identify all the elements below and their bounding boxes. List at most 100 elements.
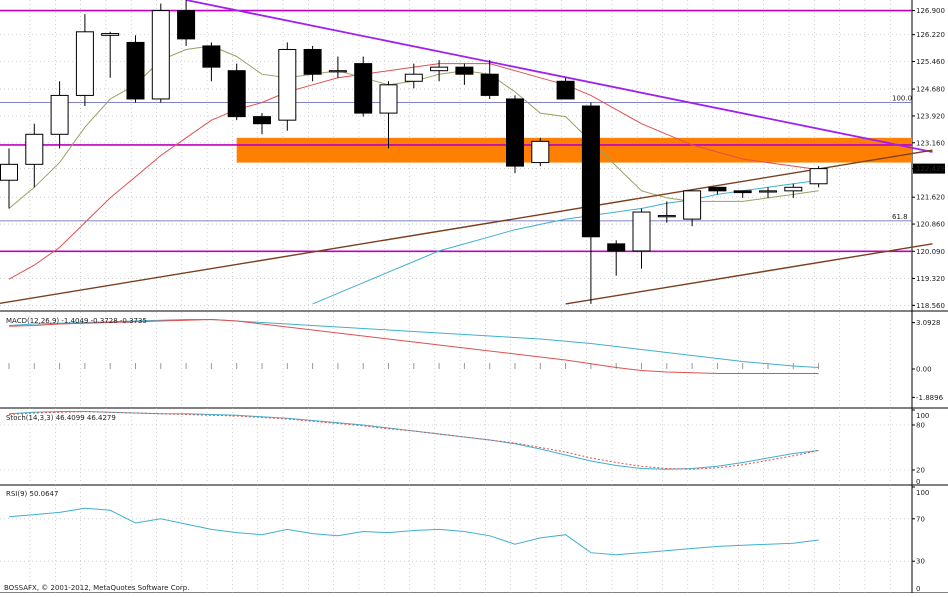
stoch-tick-label: 100 <box>916 412 929 420</box>
candle-body-bear <box>581 105 600 238</box>
candle-body-bear <box>480 73 499 96</box>
ascending-trendline[interactable] <box>565 243 933 305</box>
price-tick-label: 123.160 <box>916 139 945 147</box>
candle-body-bull <box>784 186 803 192</box>
candle-body-bull <box>430 66 449 72</box>
candle[interactable] <box>759 187 777 198</box>
candle-body-bear <box>126 41 145 100</box>
candle-body-bull <box>101 33 120 36</box>
candle-body-bull <box>25 133 44 165</box>
candle[interactable] <box>430 60 449 82</box>
candle-body-bear <box>227 70 246 118</box>
price-axis: 126.900 126.220 125.460 124.680 123.920 123.1… <box>912 7 945 594</box>
candle-body-bull <box>759 190 777 193</box>
candle-body-bull <box>404 73 423 82</box>
candle[interactable] <box>151 3 170 103</box>
candle[interactable] <box>657 201 676 223</box>
macd-signal-line <box>8 318 819 374</box>
candle-body-bear <box>177 10 196 40</box>
candle[interactable] <box>75 14 94 107</box>
candle-body-bull <box>632 211 651 252</box>
macd-panel[interactable] <box>8 318 820 374</box>
candle[interactable] <box>506 95 524 174</box>
macd-tick-label: 3.0928 <box>916 319 941 327</box>
candle[interactable] <box>0 148 18 209</box>
candle[interactable] <box>581 102 600 304</box>
candle[interactable] <box>455 63 474 85</box>
candle[interactable] <box>531 137 550 167</box>
macd-tick-label: 0.00 <box>916 366 932 374</box>
rsi-tick-label: 0 <box>916 585 920 593</box>
candle-body-bear <box>455 66 474 75</box>
candle[interactable] <box>227 63 246 121</box>
candle[interactable] <box>101 31 120 78</box>
candle-body-bull <box>379 84 398 114</box>
price-tick-label: 124.680 <box>916 86 945 94</box>
candle[interactable] <box>303 45 322 82</box>
candle[interactable] <box>480 60 499 99</box>
rsi-tick-label: 70 <box>916 515 925 523</box>
candle[interactable] <box>708 186 727 195</box>
candle-body-bull <box>657 215 676 218</box>
price-panel[interactable]: 100.0 61.8 <box>0 0 933 305</box>
candle-body-bear <box>556 80 575 100</box>
price-tick-label: 123.920 <box>916 112 945 120</box>
price-tick-label: 118.560 <box>916 302 945 310</box>
candle[interactable] <box>784 183 803 198</box>
candle-body-bear <box>607 243 626 252</box>
price-tick-label: 120.090 <box>916 248 945 256</box>
rsi-tick-label: 100 <box>916 489 929 497</box>
descending-trendline[interactable] <box>185 0 933 153</box>
candle[interactable] <box>25 123 44 188</box>
candle[interactable] <box>556 77 575 100</box>
candle[interactable] <box>177 0 196 46</box>
candle[interactable] <box>278 42 297 131</box>
candle-body-bull <box>683 190 702 220</box>
rsi-panel[interactable] <box>0 507 912 562</box>
candle[interactable] <box>126 35 145 103</box>
moving-average-long <box>312 179 819 305</box>
rsi-title: RSI(9) 50.0647 <box>6 490 58 498</box>
candle-body-bear <box>354 63 373 114</box>
stoch-tick-label: 0 <box>916 478 920 486</box>
stoch-main-line <box>8 411 819 470</box>
candle-body-bear <box>708 186 727 192</box>
candle[interactable] <box>632 208 651 269</box>
stoch-signal-line <box>8 410 819 470</box>
ascending-trendline[interactable] <box>0 149 933 305</box>
stoch-tick-label: 80 <box>916 422 925 430</box>
candle[interactable] <box>354 56 373 117</box>
candle-body-bear <box>253 116 271 125</box>
candle[interactable] <box>733 190 752 198</box>
macd-tick-label: -1.8896 <box>916 394 944 402</box>
rsi-tick-label: 30 <box>916 558 925 566</box>
candle-body-bear <box>733 190 752 194</box>
candle-body-bull <box>151 10 170 100</box>
candle[interactable] <box>404 63 423 89</box>
price-tick-label: 125.460 <box>916 58 945 66</box>
rsi-line <box>8 507 819 556</box>
candle[interactable] <box>607 240 626 276</box>
fibonacci-level-label: 61.8 <box>892 213 908 221</box>
candle-body-bear <box>202 45 221 68</box>
copyright-footer: BOSSAFX, © 2001-2012, MetaQuotes Softwar… <box>4 584 189 592</box>
price-tick-label: 119.320 <box>916 275 945 283</box>
candle[interactable] <box>202 42 221 82</box>
candle[interactable] <box>809 166 828 188</box>
candle[interactable] <box>50 81 69 149</box>
candle-body-bull <box>328 70 347 73</box>
candle[interactable] <box>253 113 271 135</box>
stoch-tick-label: 20 <box>916 467 925 475</box>
current-price-marker <box>913 163 945 174</box>
stochastic-panel[interactable] <box>0 410 912 471</box>
candle[interactable] <box>328 56 347 78</box>
resistance-zone <box>236 137 912 163</box>
candle[interactable] <box>379 81 398 149</box>
price-tick-label: 121.620 <box>916 194 945 202</box>
price-tick-label: 122.429 <box>916 165 945 173</box>
price-tick-label: 126.900 <box>916 7 945 15</box>
candle[interactable] <box>683 190 702 227</box>
candle-body-bear <box>506 98 524 167</box>
